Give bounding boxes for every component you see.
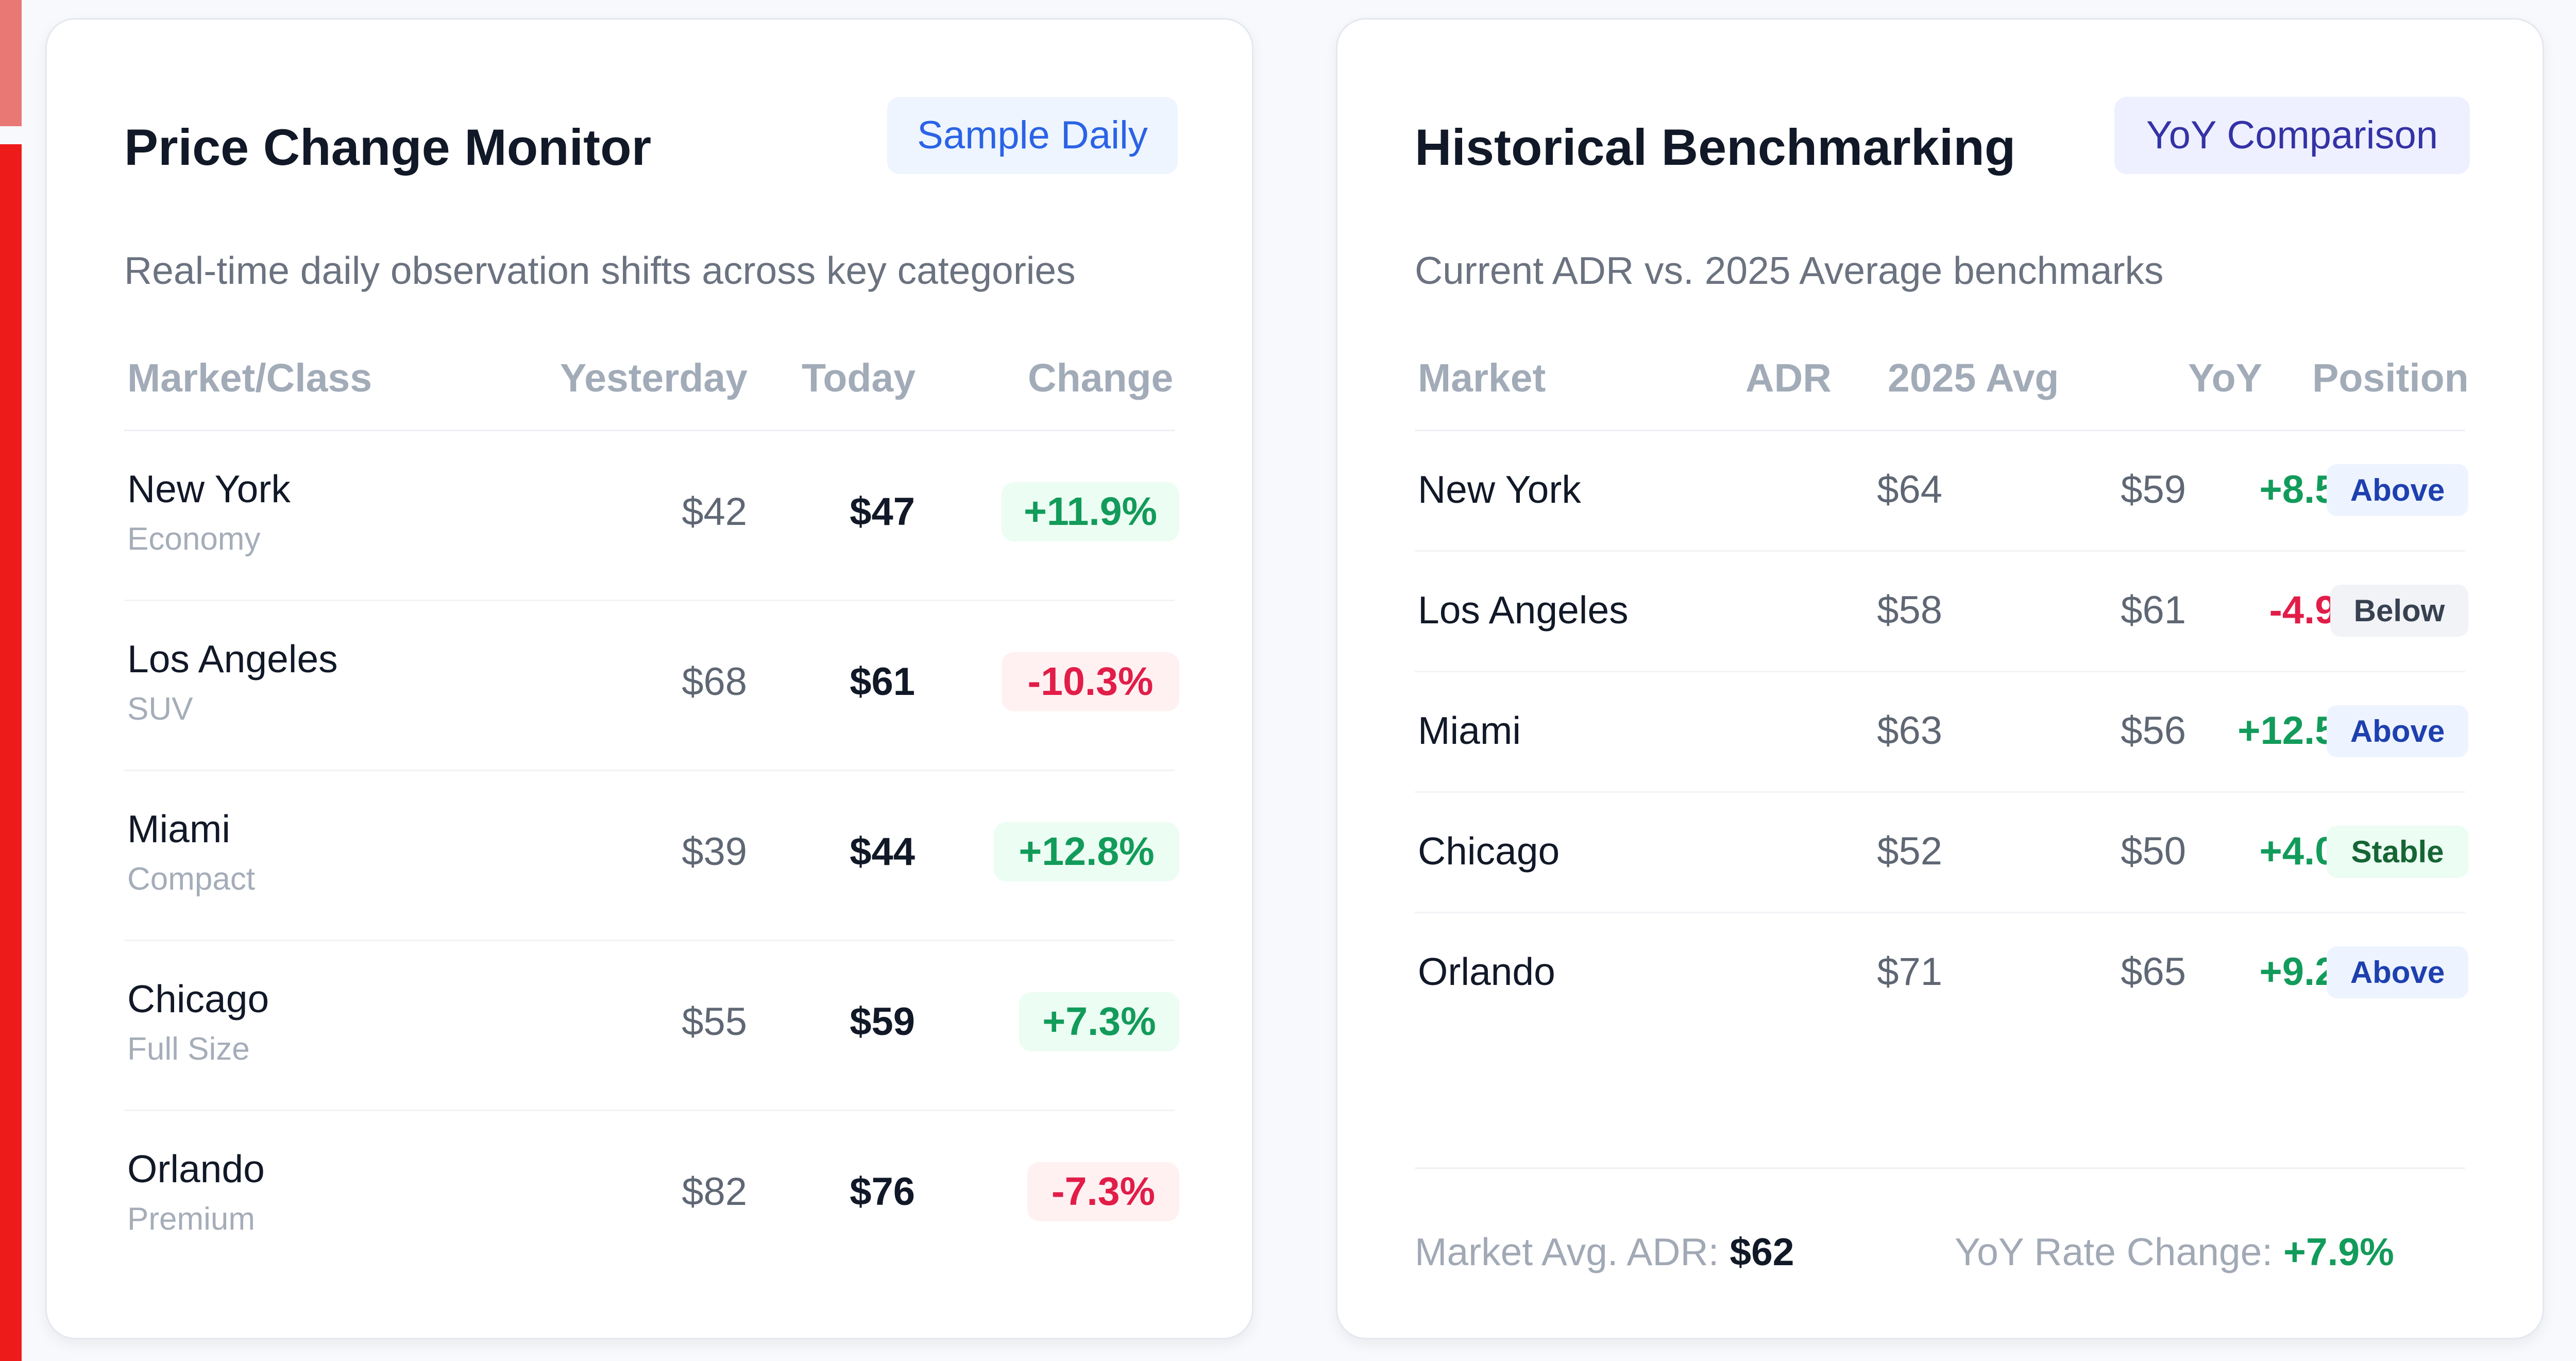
price-change-badge: -10.3% [1002,652,1179,711]
historical-benchmark-table-header: Market ADR 2025 Avg YoY Position [1337,359,2543,410]
market-name: Los Angeles [1418,588,1629,632]
price-change-monitor-card: Price Change Monitor Sample Daily Real-t… [45,18,1253,1339]
price-change-badge: +7.3% [1019,992,1179,1051]
price-change-header-divider [124,430,1175,431]
adr-value: $52 [1877,829,1942,873]
market-name: Los Angeles [127,637,338,680]
adr-column-header: ADR [1745,356,1832,400]
market-position-badge: Above [2327,705,2468,757]
market-name: Chicago [127,977,269,1020]
2025-average-column-header: 2025 Avg [1888,356,2059,400]
today-price: $47 [850,490,915,534]
adr-value: $58 [1877,588,1942,632]
market-name: New York [1418,468,1581,511]
historical-benchmarking-title: Historical Benchmarking [1415,118,2016,176]
vehicle-class: Full Size [127,1031,250,1067]
adr-value: $63 [1877,709,1942,753]
position-column-header: Position [2312,356,2469,400]
table-row: Orlando Premium $82 $76 -7.3% [47,1111,1252,1281]
table-row: Los Angeles $58 $61 -4.9% Below [1337,551,2543,672]
vehicle-class: Economy [127,521,261,557]
yoy-comparison-badge: YoY Comparison [2114,97,2470,174]
price-change-badge: +11.9% [1002,482,1179,541]
row-divider [124,940,1175,941]
row-divider [124,770,1175,771]
row-divider [1415,671,2465,672]
2025-average-value: $56 [2121,709,2186,753]
left-edge-accent-top [0,0,22,126]
yesterday-price: $82 [682,1170,747,1214]
price-change-monitor-title: Price Change Monitor [124,118,652,176]
today-column-header: Today [802,356,916,400]
table-row: New York $64 $59 +8.5% Above [1337,431,2543,552]
historical-benchmarking-card: Historical Benchmarking YoY Comparison C… [1336,18,2544,1339]
vehicle-class: Compact [127,861,256,897]
today-price: $76 [850,1170,915,1214]
vehicle-class: Premium [127,1201,256,1237]
2025-average-value: $65 [2121,950,2186,994]
market-name: Chicago [1418,829,1560,873]
row-divider [124,600,1175,601]
row-divider [1415,912,2465,913]
2025-average-value: $50 [2121,829,2186,873]
yoy-rate-change-value: +7.9% [2283,1230,2394,1273]
2025-average-value: $61 [2121,588,2186,632]
market-position-badge: Stable [2327,826,2468,878]
yesterday-column-header: Yesterday [560,356,748,400]
market-name: Miami [127,807,230,850]
price-change-monitor-subtitle: Real-time daily observation shifts acros… [124,249,1076,292]
market-average-adr-stat: Market Avg. ADR: $62 [1415,1233,1794,1271]
market-class-column-header: Market/Class [127,356,372,400]
yesterday-price: $42 [682,490,747,534]
today-price: $61 [850,660,915,704]
yoy-column-header: YoY [2188,356,2263,400]
today-price: $44 [850,830,915,874]
market-name: Orlando [127,1147,265,1190]
yoy-rate-change-label: YoY Rate Change: [1955,1230,2273,1273]
adr-value: $71 [1877,950,1942,994]
table-row: Los Angeles SUV $68 $61 -10.3% [47,601,1252,771]
market-column-header: Market [1418,356,1546,400]
vehicle-class: SUV [127,691,193,727]
table-row: New York Economy $42 $47 +11.9% [47,431,1252,601]
change-column-header: Change [1028,356,1174,400]
market-average-adr-value: $62 [1730,1230,1794,1273]
market-position-badge: Above [2327,464,2468,516]
today-price: $59 [850,1000,915,1044]
market-position-badge: Above [2327,946,2468,998]
yesterday-price: $39 [682,830,747,874]
yesterday-price: $68 [682,660,747,704]
sample-daily-badge: Sample Daily [887,97,1178,174]
table-row: Orlando $71 $65 +9.2% Above [1337,913,2543,1033]
2025-average-value: $59 [2121,468,2186,512]
table-row: Chicago $52 $50 +4.0% Stable [1337,792,2543,913]
price-change-table-header: Market/Class Yesterday Today Change [47,359,1252,410]
table-row: Miami Compact $39 $44 +12.8% [47,771,1252,941]
table-row: Chicago Full Size $55 $59 +7.3% [47,941,1252,1111]
row-divider [1415,550,2465,552]
market-name: New York [127,467,291,511]
table-row: Miami $63 $56 +12.5% Above [1337,672,2543,793]
adr-value: $64 [1877,468,1942,512]
historical-benchmarking-subtitle: Current ADR vs. 2025 Average benchmarks [1415,249,2164,292]
left-edge-accent-main [0,144,22,1361]
yesterday-price: $55 [682,1000,747,1044]
row-divider [1415,791,2465,793]
market-average-adr-label: Market Avg. ADR: [1415,1230,1719,1273]
market-name: Orlando [1418,950,1555,993]
market-position-badge: Below [2330,585,2468,637]
price-change-badge: +12.8% [994,822,1179,881]
row-divider [124,1110,1175,1111]
benchmark-footer-divider [1415,1167,2465,1169]
price-change-badge: -7.3% [1027,1162,1179,1221]
yoy-rate-change-stat: YoY Rate Change: +7.9% [1955,1233,2394,1271]
market-name: Miami [1418,709,1521,752]
historical-benchmark-header-divider [1415,430,2465,431]
